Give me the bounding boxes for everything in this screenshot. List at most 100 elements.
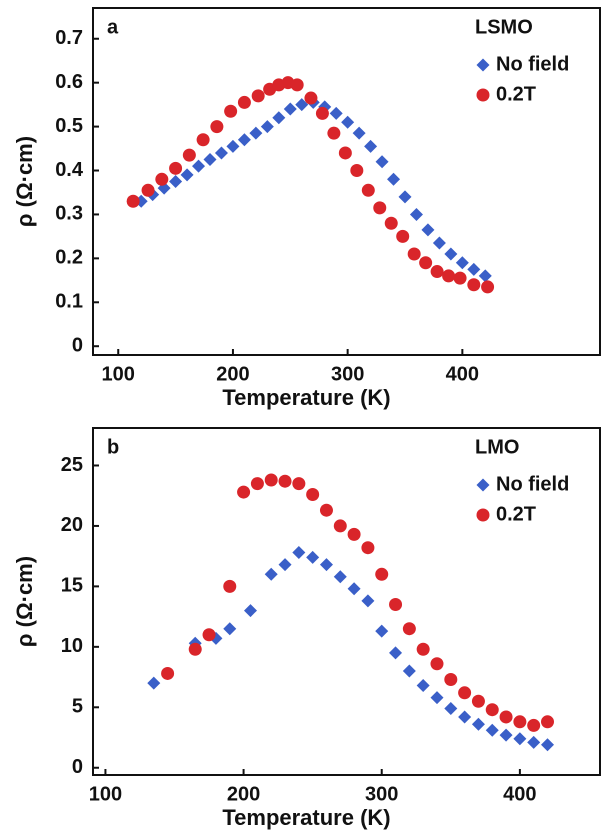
data-point xyxy=(350,164,364,178)
data-point xyxy=(387,172,401,186)
data-point xyxy=(251,89,265,103)
data-point xyxy=(352,126,366,140)
legend-title: LMO xyxy=(475,436,519,458)
y-axis-label: ρ (Ω·cm) xyxy=(12,556,37,647)
data-point xyxy=(272,111,286,125)
data-point xyxy=(541,738,555,752)
legend-label: No field xyxy=(496,473,569,495)
data-point xyxy=(478,269,492,283)
panel-label: b xyxy=(107,436,119,458)
data-point xyxy=(223,579,237,593)
data-point xyxy=(260,120,274,134)
data-point xyxy=(306,550,320,564)
data-point xyxy=(295,98,309,112)
data-point xyxy=(180,168,194,182)
data-point xyxy=(396,229,410,243)
data-point xyxy=(389,598,403,612)
data-point xyxy=(402,622,416,636)
data-point xyxy=(364,139,378,153)
data-point xyxy=(169,161,183,175)
data-point xyxy=(430,657,444,671)
x-axis-label: Temperature (K) xyxy=(222,805,390,830)
data-point xyxy=(444,702,458,716)
data-point xyxy=(467,262,481,276)
data-point xyxy=(499,710,513,724)
legend-title: LSMO xyxy=(475,16,533,38)
y-tick-label: 0.6 xyxy=(55,71,83,93)
data-point xyxy=(333,570,347,584)
y-axis-label: ρ (Ω·cm) xyxy=(12,136,37,227)
x-tick-label: 100 xyxy=(102,363,135,385)
data-point xyxy=(226,139,240,153)
legend-marker xyxy=(476,478,490,492)
x-tick-label: 400 xyxy=(503,783,536,805)
x-tick-label: 300 xyxy=(331,363,364,385)
data-point xyxy=(375,567,389,581)
data-point xyxy=(237,95,251,109)
data-point xyxy=(338,146,352,160)
y-tick-label: 0.5 xyxy=(55,115,83,137)
y-tick-label: 15 xyxy=(61,575,83,597)
data-point xyxy=(402,664,416,678)
data-point xyxy=(541,715,555,729)
data-point xyxy=(419,256,433,270)
plot-frame xyxy=(92,427,601,776)
data-point xyxy=(444,247,458,261)
data-point xyxy=(361,594,375,608)
data-point xyxy=(347,527,361,541)
data-point xyxy=(485,723,499,737)
legend-label: 0.2T xyxy=(496,503,536,525)
y-tick-label: 0 xyxy=(72,756,83,778)
y-tick-label: 0.4 xyxy=(55,159,84,181)
data-point xyxy=(467,278,481,292)
data-point xyxy=(416,679,430,693)
data-point xyxy=(126,194,140,208)
x-tick-label: 100 xyxy=(89,783,122,805)
data-point xyxy=(499,728,513,742)
data-point xyxy=(278,474,292,488)
panel-label: a xyxy=(107,16,119,38)
data-point xyxy=(471,717,485,731)
data-point xyxy=(182,148,196,162)
y-tick-label: 0.2 xyxy=(55,247,83,269)
data-point xyxy=(188,642,202,656)
data-point xyxy=(147,676,161,690)
data-point xyxy=(192,159,206,173)
data-point xyxy=(224,104,238,118)
data-point xyxy=(264,567,278,581)
y-tick-label: 25 xyxy=(61,454,83,476)
data-point xyxy=(398,190,412,204)
data-point xyxy=(471,694,485,708)
data-point xyxy=(375,624,389,638)
data-point xyxy=(202,628,216,642)
y-tick-label: 20 xyxy=(61,514,83,536)
data-point xyxy=(481,280,495,294)
data-point xyxy=(237,485,251,499)
data-point xyxy=(373,201,387,215)
data-point xyxy=(161,666,175,680)
data-point xyxy=(249,126,263,140)
data-point xyxy=(304,91,318,105)
data-point xyxy=(292,546,306,560)
y-tick-label: 5 xyxy=(72,696,83,718)
data-point xyxy=(455,256,469,270)
data-point xyxy=(432,236,446,250)
x-tick-label: 200 xyxy=(227,783,260,805)
data-point xyxy=(329,106,343,120)
data-point xyxy=(375,155,389,169)
data-point xyxy=(389,646,403,660)
x-tick-label: 200 xyxy=(216,363,249,385)
data-point xyxy=(237,133,251,147)
data-point xyxy=(290,78,304,92)
data-point xyxy=(409,207,423,221)
data-point xyxy=(485,703,499,717)
x-tick-label: 400 xyxy=(446,363,479,385)
data-point xyxy=(527,735,541,749)
legend-marker xyxy=(476,88,490,102)
data-point xyxy=(442,269,456,283)
data-point xyxy=(264,473,278,487)
legend-marker xyxy=(476,508,490,522)
data-point xyxy=(278,558,292,572)
data-point xyxy=(341,115,355,129)
x-axis-label: Temperature (K) xyxy=(222,385,390,410)
